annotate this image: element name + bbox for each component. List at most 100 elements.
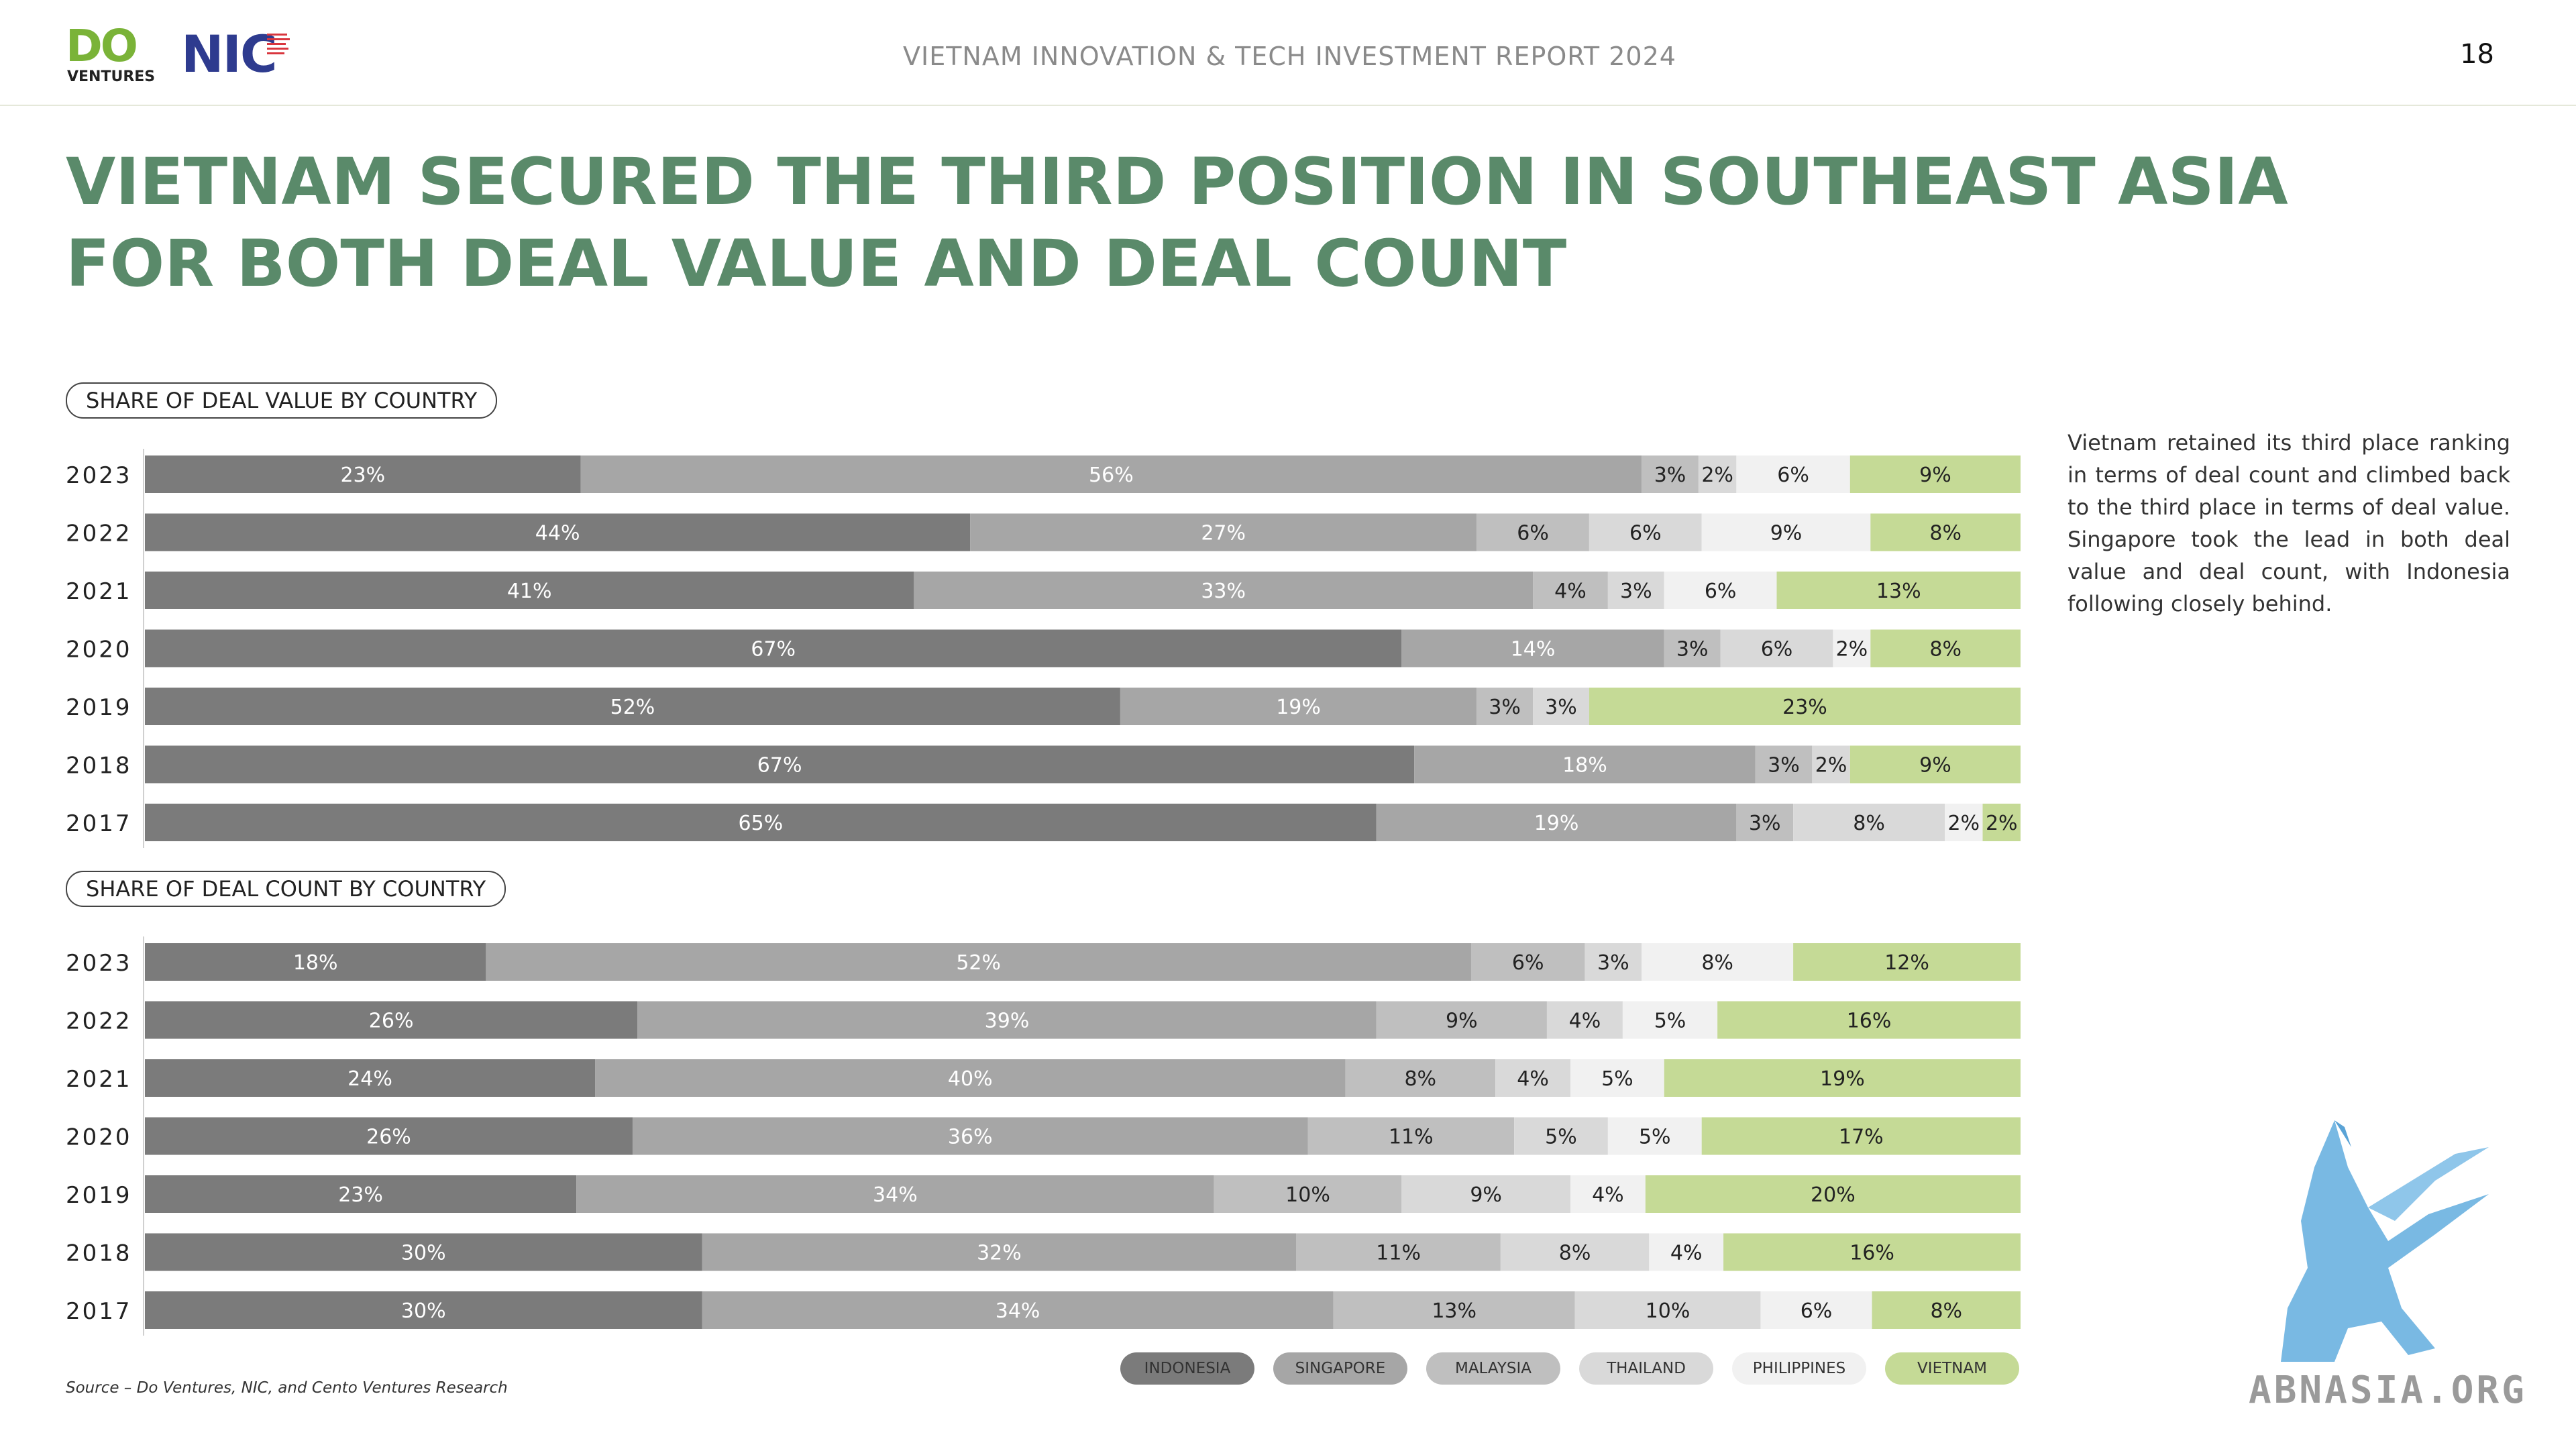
bar-segment-thailand xyxy=(1574,1291,1761,1329)
bar-segment-thailand xyxy=(1812,745,1850,784)
bar-segment-malaysia xyxy=(1736,804,1794,841)
bar-data-label: 3% xyxy=(1676,638,1709,661)
bar-data-label: 8% xyxy=(1404,1067,1436,1091)
bar-segment-indonesia xyxy=(145,804,1377,841)
bar-segment-malaysia xyxy=(1642,455,1699,493)
bar-data-label: 5% xyxy=(1654,1010,1686,1033)
bar-data-label: 44% xyxy=(535,522,580,545)
bar-segment-vietnam xyxy=(1664,1059,2021,1097)
bar-data-label: 23% xyxy=(338,1183,383,1207)
bar-data-label: 3% xyxy=(1620,580,1652,603)
bar-segment-vietnam xyxy=(1723,1233,2021,1271)
report-title: VIETNAM INNOVATION & TECH INVESTMENT REP… xyxy=(903,42,1676,71)
bar-data-label: 67% xyxy=(757,754,802,777)
bar-segment-indonesia xyxy=(145,1291,702,1329)
legend-item-thailand: THAILAND xyxy=(1579,1352,1713,1385)
bar-segment-singapore xyxy=(576,1175,1214,1213)
bar-data-label: 30% xyxy=(401,1242,446,1265)
bar-segment-indonesia xyxy=(145,943,486,981)
bar-data-label: 4% xyxy=(1554,580,1587,603)
bar-segment-vietnam xyxy=(1849,745,2021,784)
bar-data-label: 34% xyxy=(996,1299,1040,1323)
bar-data-label: 2% xyxy=(1947,812,1980,835)
year-tick-label: 2022 xyxy=(66,1008,132,1035)
bar-segment-malaysia xyxy=(1477,688,1534,725)
bar-data-label: 67% xyxy=(751,638,796,661)
bar-data-label: 9% xyxy=(1470,1183,1502,1207)
bar-data-label: 19% xyxy=(1534,812,1579,835)
deal-count-chart-title: SHARE OF DEAL COUNT BY COUNTRY xyxy=(66,871,506,907)
page-headline: VIETNAM SECURED THE THIRD POSITION IN SO… xyxy=(66,144,2288,301)
year-tick-label: 2020 xyxy=(66,1124,132,1151)
bar-data-label: 4% xyxy=(1592,1183,1624,1207)
bar-segment-thailand xyxy=(1546,1001,1623,1039)
bar-segment-thailand xyxy=(1698,455,1737,493)
year-tick-label: 2023 xyxy=(66,462,132,489)
bar-segment-philippines xyxy=(1760,1291,1872,1329)
bar-segment-philippines xyxy=(1622,1001,1718,1039)
legend-item-vietnam: VIETNAM xyxy=(1885,1352,2019,1385)
bar-data-label: 56% xyxy=(1089,464,1134,487)
bar-segment-malaysia xyxy=(1533,572,1608,609)
bar-segment-vietnam xyxy=(1849,455,2021,493)
bar-segment-philippines xyxy=(1945,804,1983,841)
bar-data-label: 9% xyxy=(1919,464,1951,487)
bar-data-label: 3% xyxy=(1768,754,1800,777)
bar-segment-philippines xyxy=(1664,572,1777,609)
nic-logo: NIC xyxy=(181,24,278,84)
bar-data-label: 6% xyxy=(1517,522,1549,545)
deal-value-chart-title: SHARE OF DEAL VALUE BY COUNTRY xyxy=(66,382,498,419)
year-tick-label: 2017 xyxy=(66,1298,132,1325)
bar-segment-philippines xyxy=(1701,513,1871,551)
bar-segment-thailand xyxy=(1495,1059,1570,1097)
year-tick-label: 2020 xyxy=(66,637,132,663)
bar-segment-malaysia xyxy=(1296,1233,1501,1271)
bar-segment-malaysia xyxy=(1345,1059,1496,1097)
bar-segment-malaysia xyxy=(1477,513,1589,551)
bar-segment-vietnam xyxy=(1870,629,2021,667)
bar-data-label: 41% xyxy=(507,580,552,603)
year-tick-label: 2018 xyxy=(66,1240,132,1267)
bar-data-label: 23% xyxy=(340,464,385,487)
bar-segment-vietnam xyxy=(1589,688,2021,725)
nic-logo-lines-icon xyxy=(267,34,290,54)
bar-data-label: 9% xyxy=(1770,522,1803,545)
bar-data-label: 52% xyxy=(610,696,655,719)
legend-item-malaysia: MALAYSIA xyxy=(1426,1352,1560,1385)
bar-segment-vietnam xyxy=(1870,513,2021,551)
page-number: 18 xyxy=(2460,39,2494,70)
bar-segment-vietnam xyxy=(1776,572,2021,609)
bar-segment-thailand xyxy=(1793,804,1945,841)
bar-data-label: 8% xyxy=(1929,638,1962,661)
bar-segment-indonesia xyxy=(145,629,1402,667)
bar-data-label: 6% xyxy=(1705,580,1737,603)
bar-data-label: 34% xyxy=(873,1183,918,1207)
year-tick-label: 2018 xyxy=(66,753,132,780)
bar-segment-philippines xyxy=(1642,943,1794,981)
logo-do-text: DO xyxy=(66,20,138,72)
bar-segment-vietnam xyxy=(1717,1001,2021,1039)
bar-segment-thailand xyxy=(1589,513,1702,551)
bar-data-label: 13% xyxy=(1876,580,1921,603)
bar-data-label: 8% xyxy=(1559,1242,1591,1265)
bar-data-label: 18% xyxy=(1562,754,1607,777)
year-tick-label: 2017 xyxy=(66,810,132,837)
bar-segment-indonesia xyxy=(145,1233,702,1271)
bar-data-label: 30% xyxy=(401,1299,446,1323)
bar-segment-singapore xyxy=(702,1291,1334,1329)
year-tick-label: 2021 xyxy=(66,578,132,605)
bar-data-label: 11% xyxy=(1376,1242,1421,1265)
bar-segment-indonesia xyxy=(145,1059,596,1097)
bar-segment-indonesia xyxy=(145,513,971,551)
year-tick-label: 2023 xyxy=(66,950,132,977)
bar-data-label: 10% xyxy=(1646,1299,1690,1323)
year-tick-label: 2019 xyxy=(66,694,132,721)
bar-segment-singapore xyxy=(1120,688,1477,725)
bar-data-label: 2% xyxy=(1701,464,1733,487)
bar-data-label: 3% xyxy=(1749,812,1781,835)
bar-data-label: 17% xyxy=(1839,1126,1884,1149)
source-note: Source – Do Ventures, NIC, and Cento Ven… xyxy=(66,1379,508,1397)
bar-data-label: 4% xyxy=(1517,1067,1549,1091)
bar-segment-indonesia xyxy=(145,1117,633,1155)
watermark-text: ABNASIA.ORG xyxy=(2249,1368,2527,1412)
